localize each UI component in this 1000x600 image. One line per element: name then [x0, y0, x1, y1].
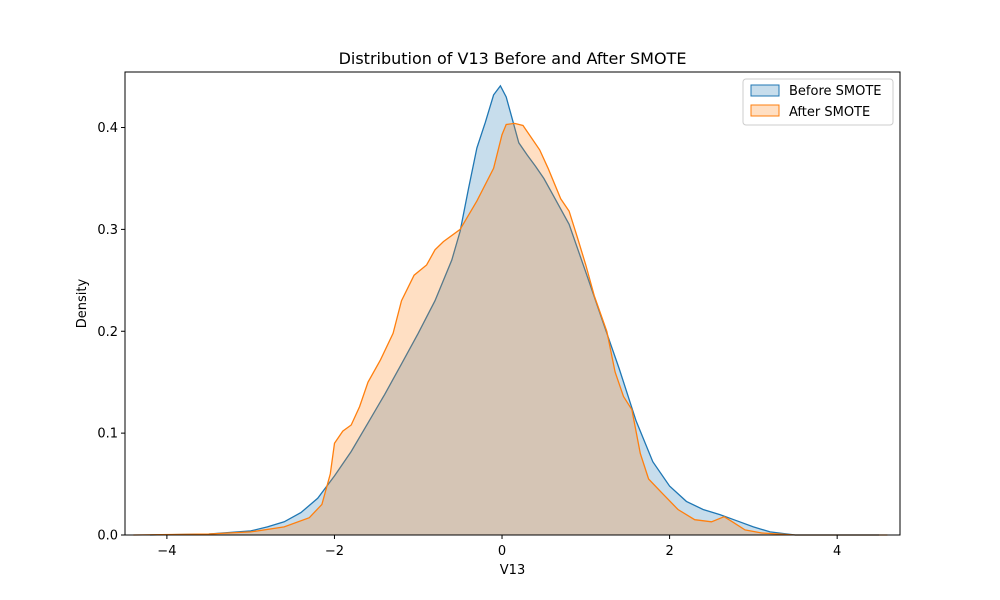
series-area-before-smote	[150, 85, 880, 536]
y-tick-label: 0.2	[97, 325, 118, 340]
series-line-after-smote	[133, 122, 888, 536]
legend-swatch-after-smote	[750, 104, 780, 117]
series-layer	[133, 84, 888, 536]
plot-frame	[124, 71, 901, 536]
y-axis: 0.0 0.1 0.2 0.3 0.4	[97, 121, 125, 544]
legend-label-after-smote: After SMOTE	[789, 105, 870, 120]
y-tick-label: 0.1	[97, 427, 118, 442]
x-axis: −4 −2 0 2 4	[157, 535, 841, 559]
x-tick-label: 0	[498, 544, 506, 559]
series-line-before-smote	[150, 84, 880, 536]
chart-title: Distribution of V13 Before and After SMO…	[339, 49, 687, 68]
legend: Before SMOTE After SMOTE	[742, 78, 894, 126]
y-tick-label: 0.3	[97, 223, 118, 238]
x-tick-label: 4	[833, 544, 841, 559]
x-axis-title: V13	[500, 563, 525, 578]
x-tick-label: −4	[157, 544, 176, 559]
y-tick-label: 0.0	[97, 529, 118, 544]
x-tick-label: 2	[665, 544, 673, 559]
series-area-after-smote	[133, 123, 888, 536]
legend-swatch-before-smote	[750, 84, 780, 97]
y-axis-title: Density	[75, 278, 90, 328]
x-tick-label: −2	[325, 544, 344, 559]
y-tick-label: 0.4	[97, 121, 118, 136]
legend-label-before-smote: Before SMOTE	[789, 84, 882, 99]
legend-frame	[742, 78, 894, 126]
